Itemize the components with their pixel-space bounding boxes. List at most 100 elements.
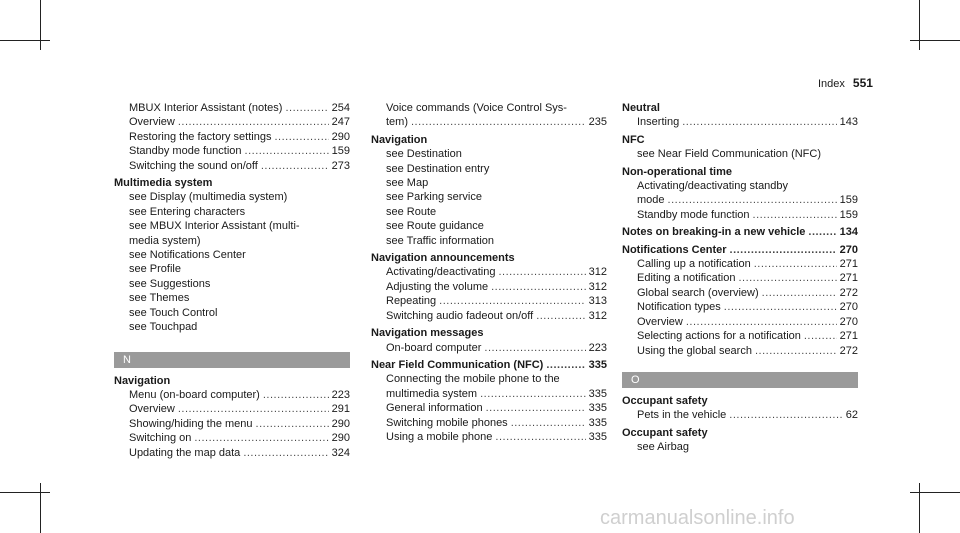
page-ref: 247 xyxy=(331,116,350,129)
dot-leader xyxy=(178,402,329,416)
index-entry: Pets in the vehicle 62 xyxy=(622,408,858,422)
index-entry: see Touch Control xyxy=(114,306,350,320)
page-ref: 335 xyxy=(588,358,607,371)
entry-text: Connecting the mobile phone to the xyxy=(386,373,560,386)
index-entry: Using the global search 272 xyxy=(622,344,858,358)
dot-leader xyxy=(546,358,585,372)
col3-top-list: Neutral Inserting 143 NFC see Near Field Com… xyxy=(622,101,858,358)
index-entry: Inserting 143 xyxy=(622,115,858,129)
entry-text: Editing a notification xyxy=(637,272,736,285)
crop-mark xyxy=(0,40,50,41)
entry-text: Activating/deactivating standby xyxy=(637,180,789,193)
index-heading: Notifications Center 270 xyxy=(622,243,858,257)
index-entry: Switching audio fadeout on/off 312 xyxy=(371,309,607,323)
index-entry: see MBUX Interior Assistant (multi- xyxy=(114,219,350,233)
entry-text: Standby mode function xyxy=(129,145,242,158)
page-ref: 62 xyxy=(845,409,858,422)
dot-leader xyxy=(804,329,837,343)
entry-text: see Traffic information xyxy=(386,234,495,247)
dot-leader xyxy=(738,271,836,285)
dot-leader xyxy=(256,417,329,431)
page-ref: 270 xyxy=(839,301,858,314)
index-entry: Overview 270 xyxy=(622,315,858,329)
page-ref: 271 xyxy=(839,330,858,343)
dot-leader xyxy=(686,315,837,329)
index-column-3: Neutral Inserting 143 NFC see Near Field Com… xyxy=(622,101,858,455)
page-ref: 313 xyxy=(588,295,607,308)
page-ref: 312 xyxy=(588,280,607,293)
dot-leader xyxy=(194,431,328,445)
index-entry: see Traffic information xyxy=(371,234,607,248)
dot-leader xyxy=(762,286,837,300)
index-entry: Connecting the mobile phone to the xyxy=(371,372,607,386)
dot-leader xyxy=(285,101,328,115)
page-ref: 270 xyxy=(839,315,858,328)
index-heading: Navigation announcements xyxy=(371,251,607,265)
page-ref: 143 xyxy=(839,116,858,129)
entry-text: Switching the sound on/off xyxy=(129,159,258,172)
index-entry: see Route guidance xyxy=(371,219,607,233)
entry-text: Notification types xyxy=(637,301,721,314)
entry-text: Global search (overview) xyxy=(637,286,759,299)
index-heading: Near Field Communication (NFC) 335 xyxy=(371,358,607,372)
index-heading: Occupant safety xyxy=(622,426,858,440)
watermark: carmanualsonline.info xyxy=(600,507,795,529)
page-ref: 134 xyxy=(839,226,858,239)
index-entry: Adjusting the volume 312 xyxy=(371,280,607,294)
entry-text: Neutral xyxy=(622,102,660,114)
index-entry: Using a mobile phone 335 xyxy=(371,430,607,444)
page-ref: 272 xyxy=(839,344,858,357)
dot-leader xyxy=(753,208,837,222)
crop-mark xyxy=(919,0,920,50)
index-entry: see Profile xyxy=(114,262,350,276)
entry-text: see Touchpad xyxy=(129,321,198,334)
entry-text: Occupant safety xyxy=(622,426,708,439)
index-entry: see Notifications Center xyxy=(114,248,350,262)
entry-text: Navigation announcements xyxy=(371,252,515,265)
entry-text: see Destination entry xyxy=(386,162,490,175)
page-ref: 270 xyxy=(839,243,858,256)
entry-text: Switching audio fadeout on/off xyxy=(386,309,534,322)
page-ref: 271 xyxy=(839,258,858,271)
page-ref: 271 xyxy=(839,272,858,285)
crop-mark xyxy=(919,483,920,533)
index-heading: Notes on breaking-in a new vehicle 134 xyxy=(622,225,858,239)
index-heading: Navigation xyxy=(371,133,607,147)
index-entry: see Display (multimedia system) xyxy=(114,190,350,204)
entry-text: see Profile xyxy=(129,263,181,276)
entry-text: Occupant safety xyxy=(622,394,708,407)
dot-leader xyxy=(724,300,837,314)
dot-leader xyxy=(245,144,329,158)
index-entry: Global search (overview) 272 xyxy=(622,286,858,300)
index-entry: see Destination entry xyxy=(371,162,607,176)
index-entry: Overview 247 xyxy=(114,115,350,129)
dot-leader xyxy=(484,341,585,355)
dot-leader xyxy=(261,159,329,173)
index-entry: see Entering characters xyxy=(114,205,350,219)
entry-text: see Near Field Communication (NFC) xyxy=(637,148,821,161)
index-entry: Selecting actions for a notification 271 xyxy=(622,329,858,343)
page-ref: 223 xyxy=(331,388,350,401)
entry-text: see Route xyxy=(386,205,437,218)
index-entry: Activating/deactivating 312 xyxy=(371,265,607,279)
dot-leader xyxy=(480,387,586,401)
entry-text: Repeating xyxy=(386,295,437,308)
page-ref: 272 xyxy=(839,286,858,299)
page-ref: 324 xyxy=(331,446,350,459)
index-entry: see Suggestions xyxy=(114,277,350,291)
entry-text: see Airbag xyxy=(637,441,689,454)
entry-text: Standby mode function xyxy=(637,208,750,221)
entry-text: Voice commands (Voice Control Sys- xyxy=(386,102,567,114)
entry-text: Using the global search xyxy=(637,344,752,357)
index-entry: On-board computer 223 xyxy=(371,341,607,355)
index-entry: Standby mode function 159 xyxy=(622,208,858,222)
entry-text: Navigation messages xyxy=(371,327,484,340)
dot-leader xyxy=(263,388,329,402)
index-entry: Standby mode function 159 xyxy=(114,144,350,158)
page-ref: 254 xyxy=(331,102,350,114)
page-header: Index 551 xyxy=(818,76,908,90)
entry-text: media system) xyxy=(129,234,201,247)
entry-text: Menu (on-board computer) xyxy=(129,388,260,401)
entry-text: see Notifications Center xyxy=(129,249,246,262)
entry-text: Multimedia system xyxy=(114,177,213,190)
